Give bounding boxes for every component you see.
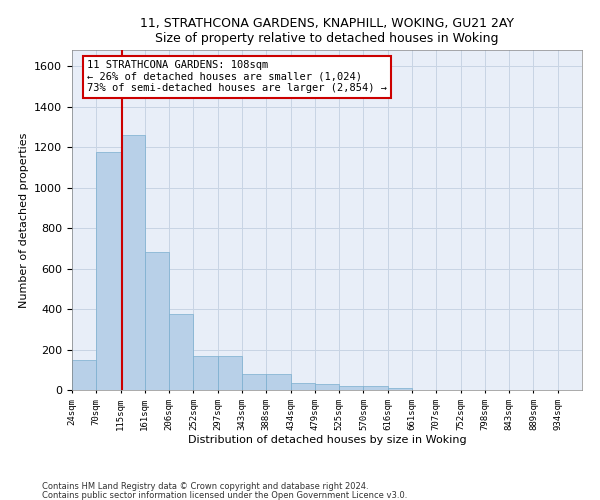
Bar [193, 356, 218, 390]
Y-axis label: Number of detached properties: Number of detached properties [19, 132, 29, 308]
Title: 11, STRATHCONA GARDENS, KNAPHILL, WOKING, GU21 2AY
Size of property relative to : 11, STRATHCONA GARDENS, KNAPHILL, WOKING… [140, 16, 514, 44]
Bar [266, 374, 290, 390]
Bar [169, 314, 193, 390]
Bar [242, 374, 266, 390]
Bar [388, 388, 412, 390]
Text: 11 STRATHCONA GARDENS: 108sqm
← 26% of detached houses are smaller (1,024)
73% o: 11 STRATHCONA GARDENS: 108sqm ← 26% of d… [88, 60, 388, 94]
Bar [339, 386, 364, 390]
Bar [145, 252, 169, 390]
Text: Contains public sector information licensed under the Open Government Licence v3: Contains public sector information licen… [42, 490, 407, 500]
Bar [364, 386, 388, 390]
Bar [72, 360, 96, 390]
Bar [218, 356, 242, 390]
Bar [96, 152, 121, 390]
Text: Contains HM Land Registry data © Crown copyright and database right 2024.: Contains HM Land Registry data © Crown c… [42, 482, 368, 491]
Bar [121, 135, 145, 390]
Bar [290, 383, 315, 390]
X-axis label: Distribution of detached houses by size in Woking: Distribution of detached houses by size … [188, 436, 466, 446]
Bar [315, 384, 339, 390]
